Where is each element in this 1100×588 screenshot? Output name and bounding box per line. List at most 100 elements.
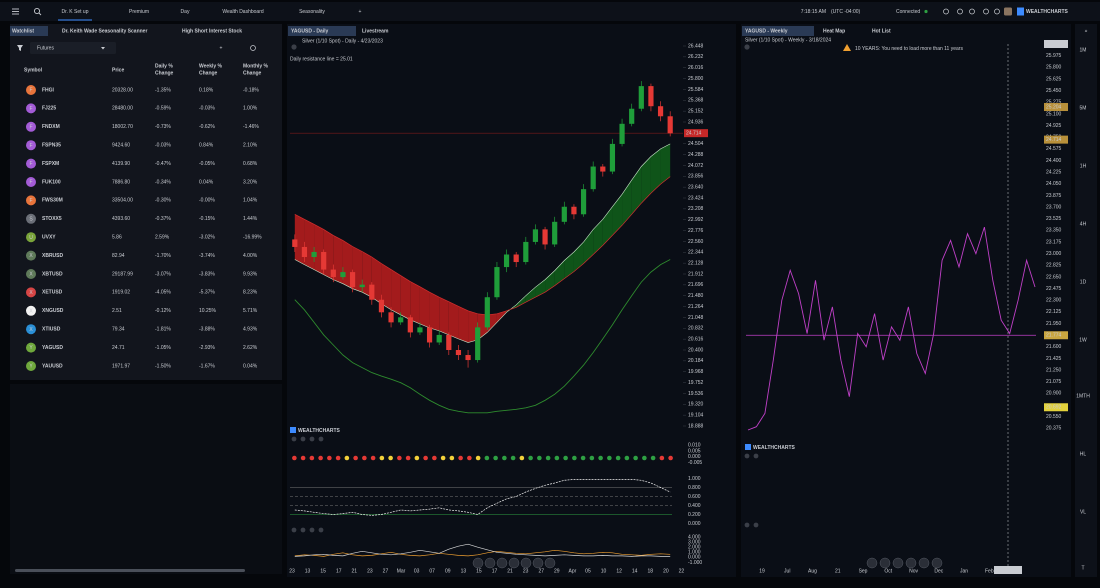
chart-tab[interactable]: Livestream [362,28,389,34]
symbol[interactable]: YAUUSD [42,363,63,369]
pane-button[interactable] [318,527,324,533]
pane-button[interactable] [300,436,306,442]
link-button[interactable] [250,45,256,51]
pane-button[interactable] [309,527,315,533]
nav-control[interactable] [866,557,878,569]
collapse-icon[interactable]: » [1085,28,1088,34]
chart-tab[interactable]: Hot List [872,28,891,34]
menu-icon[interactable] [12,8,19,15]
nav-control[interactable] [544,557,556,569]
add-button[interactable]: + [220,45,223,51]
pane-button[interactable] [753,453,759,459]
nav-tab[interactable]: Seasonality [299,9,325,15]
symbol[interactable]: XTIUSD [42,327,61,333]
symbol[interactable]: XETUSD [42,290,63,296]
y-tick-label: 3.000 [688,539,701,545]
timeframe-button[interactable]: 1D [1080,279,1087,285]
nav-control[interactable] [905,557,917,569]
nav-control[interactable] [508,557,520,569]
timeframe-button[interactable]: 5M [1080,105,1087,111]
symbol[interactable]: YAGUSD [42,345,63,351]
avatar[interactable] [1004,7,1012,16]
pane-button[interactable] [744,453,750,459]
nav-control[interactable] [520,557,532,569]
search-icon[interactable] [33,7,42,16]
symbol[interactable]: UVXY [42,235,56,241]
cloud-segment [304,219,315,270]
timeframe-button[interactable]: VL [1080,509,1086,515]
nav-control[interactable] [892,557,904,569]
nav-control[interactable] [484,557,496,569]
nav-control[interactable] [879,557,891,569]
price: 28480.00 [112,106,133,112]
y-tick-label: 24.400 [1046,158,1062,164]
x-tick-label: 12 [616,568,622,574]
symbol[interactable]: XNGUSD [42,308,64,314]
nav-tab[interactable]: + [359,9,362,15]
symbol[interactable]: FSPXM [42,161,59,167]
nav-icon[interactable] [983,8,989,15]
candle-body [532,229,539,242]
panel-tab[interactable]: Dr. Keith Wade Seasonality Scanner [62,28,147,34]
scrollbar[interactable] [15,569,245,572]
nav-tab[interactable]: Dr. K Set up [62,9,89,15]
nav-tab[interactable]: Day [181,9,190,15]
panel-tab[interactable]: Watchlist [12,28,34,34]
nav-control[interactable] [532,557,544,569]
pane-button[interactable] [318,436,324,442]
timeframe-button[interactable]: 1W [1079,337,1087,343]
symbol[interactable]: FNDXM [42,124,60,130]
toolbar-button[interactable] [744,44,750,50]
timeframe-button[interactable]: 1M [1080,47,1087,53]
nav-control[interactable] [931,557,943,569]
timeframe-button[interactable]: 4H [1080,221,1087,227]
chart-tab[interactable]: YAGUSD - Daily [291,28,329,34]
nav-control[interactable] [496,557,508,569]
symbol[interactable]: XBTUSD [42,271,63,277]
pane-button[interactable] [291,436,297,442]
chart-tab[interactable]: YAGUSD - Weekly [745,28,788,34]
y-tick-label: 24.936 [688,119,704,125]
symbol[interactable]: FJ225 [42,106,56,112]
symbol[interactable]: FWS30M [42,198,63,204]
price: 33504.00 [112,198,133,204]
y-tick-label: 0.010 [688,443,701,449]
timeframe-button[interactable]: HL [1080,451,1087,457]
symbol[interactable]: FHGI [42,87,55,93]
y-tick-label: 21.600 [1046,344,1062,350]
symbol[interactable]: FSPN35 [42,143,61,149]
timeframe-button[interactable]: 1H [1080,163,1087,169]
warning: 10 YEARS: You need to load more than 11 … [855,46,963,52]
chart-tab[interactable]: Heat Map [823,28,845,34]
pane-button[interactable] [753,522,759,528]
toolbar-button[interactable] [291,44,297,50]
pane-button[interactable] [300,527,306,533]
pane-button[interactable] [291,527,297,533]
symbol[interactable]: XBRUSD [42,253,64,259]
price: 4139.90 [112,161,130,167]
filter-dropdown[interactable] [30,42,116,54]
nav-tab[interactable]: Premium [129,9,149,15]
nav-icon[interactable] [943,8,949,15]
nav-icon[interactable] [969,8,975,15]
signal-dot [589,455,595,461]
daily-change: -0.03% [155,143,171,149]
cloud-segment [516,295,526,308]
pane-button[interactable] [309,436,315,442]
nav-icon[interactable] [994,8,1000,15]
panel-tab[interactable]: High Short Interest Stock [182,28,242,34]
timeframe-button[interactable]: T [1081,565,1084,571]
timeframe-button[interactable]: 1MTH [1076,393,1090,399]
nav-control[interactable] [472,557,484,569]
nav-icon[interactable] [957,8,963,15]
symbol[interactable]: STOXX5 [42,216,62,222]
candle-body [484,297,490,328]
nav-control[interactable] [918,557,930,569]
y-tick-label: 23.525 [1046,216,1062,222]
monthly-change: 5.71% [243,308,258,314]
monthly-change: 9.93% [243,271,258,277]
nav-tab[interactable]: Wealth Dashboard [222,9,264,15]
pane-button[interactable] [744,522,750,528]
symbol[interactable]: FUK100 [42,179,61,185]
cloud-segment [535,279,546,298]
